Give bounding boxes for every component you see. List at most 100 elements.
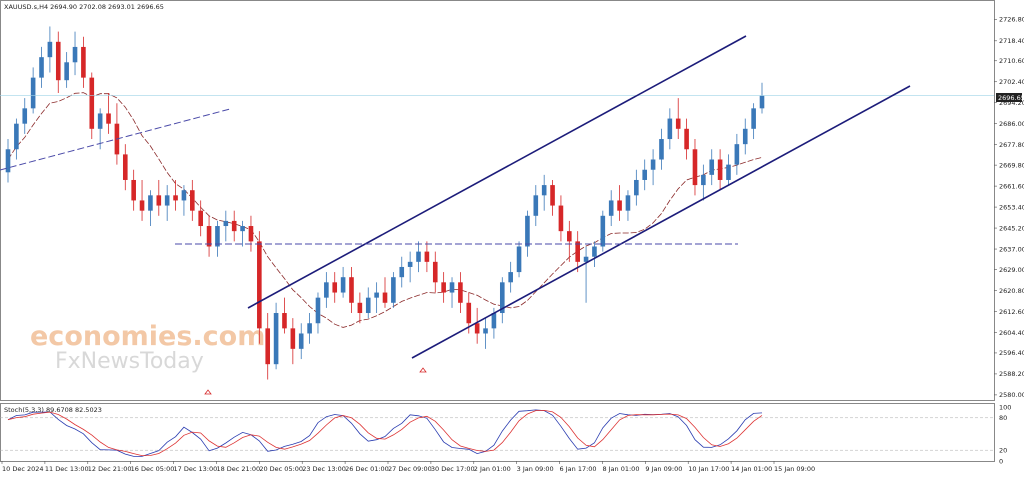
candle-down <box>89 77 95 129</box>
candle-down <box>139 200 145 211</box>
candle-up <box>307 323 312 334</box>
candle-down <box>617 200 622 211</box>
candle-up <box>742 128 748 145</box>
candle-down <box>550 185 555 206</box>
y-tick-label: 2718.40 <box>999 37 1024 45</box>
candle-down <box>206 226 212 247</box>
x-tick-label: 16 Dec 05:00 <box>131 465 175 473</box>
candle-down <box>55 41 61 81</box>
candle-down <box>441 282 446 293</box>
y-tick-label: 2612.60 <box>999 308 1024 316</box>
y-tick-label: 2645.20 <box>999 224 1024 232</box>
candle-up <box>223 220 229 227</box>
y-tick-label: 2604.40 <box>999 329 1024 337</box>
candle-up <box>416 251 421 262</box>
x-tick-label: 30 Dec 17:00 <box>431 465 475 473</box>
stoch-level-label: 20 <box>999 447 1007 455</box>
candle-up <box>642 169 648 180</box>
up-arrow-marker <box>204 389 212 395</box>
candle-up <box>583 256 589 262</box>
candle-up <box>709 159 715 175</box>
candle-up <box>491 313 497 329</box>
candle-up <box>97 113 103 129</box>
x-tick-label: 17 Dec 13:00 <box>174 465 218 473</box>
candle-up <box>374 292 379 298</box>
candle-up <box>14 123 19 150</box>
candle-up <box>240 226 245 232</box>
candle-down <box>474 323 480 334</box>
candle-up <box>659 139 664 160</box>
candle-up <box>592 246 597 257</box>
x-tick-label: 18 Dec 21:00 <box>216 465 260 473</box>
candle-down <box>432 261 438 283</box>
candle-up <box>634 179 639 196</box>
candle-up <box>608 200 614 216</box>
candle-down <box>131 179 136 201</box>
candle-up <box>47 41 53 58</box>
x-tick-label: 27 Dec 09:00 <box>388 465 432 473</box>
symbol-header: XAUUSD.s,H4 2694.90 2702.08 2693.01 2696… <box>4 3 164 11</box>
x-tick-label: 2 Jan 01:00 <box>474 465 511 473</box>
candle-down <box>692 149 698 186</box>
x-tick-label: 15 Jan 09:00 <box>774 465 815 473</box>
candle-up <box>625 195 631 211</box>
candle-down <box>567 231 572 242</box>
y-tick-label: 2677.80 <box>999 141 1024 149</box>
candle-up <box>600 215 606 247</box>
y-tick-label: 2686.00 <box>999 120 1024 128</box>
overlays <box>0 35 994 395</box>
candle-down <box>458 282 463 303</box>
x-tick-label: 10 Jan 17:00 <box>688 465 729 473</box>
candle-up <box>298 333 304 349</box>
channel-upper-line <box>247 35 747 309</box>
candle-down <box>675 118 681 129</box>
candle-down <box>424 251 430 262</box>
candle-up <box>215 226 220 247</box>
candle-down <box>717 159 723 180</box>
candle-down <box>558 205 564 232</box>
y-tick-label: 2596.40 <box>999 349 1024 357</box>
candle-down <box>332 282 338 293</box>
indicator-plot-frame <box>0 403 995 462</box>
y-tick-label: 2588.20 <box>999 370 1024 378</box>
candle-up <box>391 277 396 303</box>
candle-down <box>173 195 178 201</box>
y-tick-label: 2694.20 <box>999 99 1024 107</box>
stochastic: 100 80 20 0 <box>0 403 1011 465</box>
candle-down <box>198 210 203 227</box>
y-tick-label: 2629.00 <box>999 266 1024 274</box>
candle-up <box>148 195 153 211</box>
y-tick-label: 2710.60 <box>999 57 1024 65</box>
candle-up <box>701 174 706 186</box>
stoch-signal-line <box>7 409 763 457</box>
candle-up <box>30 77 36 109</box>
watermark-fxnewstoday: FxNewsToday <box>55 349 204 374</box>
candle-down <box>248 226 254 242</box>
y-tick-label: 2669.80 <box>999 161 1024 169</box>
candle-up <box>533 195 539 216</box>
candle-up <box>72 46 78 63</box>
candle-up <box>5 149 11 173</box>
stoch-level-label: 80 <box>999 414 1007 422</box>
x-tick-label: 9 Jan 09:00 <box>645 465 682 473</box>
price-tag: 2696.65 <box>998 94 1024 102</box>
candle-up <box>734 144 740 165</box>
candle-down <box>106 113 111 124</box>
candle-down <box>231 220 237 232</box>
x-tick-label: 12 Dec 21:00 <box>88 465 132 473</box>
candle-up <box>164 195 170 206</box>
moving-average <box>7 92 763 328</box>
candle-up <box>399 266 405 278</box>
candle-up <box>365 297 371 314</box>
y-tick-label: 2702.40 <box>999 78 1024 86</box>
y-axis: 2726.80 2718.40 2710.60 2702.40 2694.20 2686.… <box>994 16 1024 399</box>
candle-up <box>667 118 673 140</box>
y-tick-label: 2580.00 <box>999 391 1024 399</box>
price-tag-bg <box>996 93 1022 102</box>
candle-up <box>759 95 765 109</box>
candle-down <box>122 154 128 180</box>
candle-down <box>81 46 86 78</box>
x-tick-label: 23 Dec 13:00 <box>302 465 346 473</box>
candle-up <box>516 246 522 273</box>
